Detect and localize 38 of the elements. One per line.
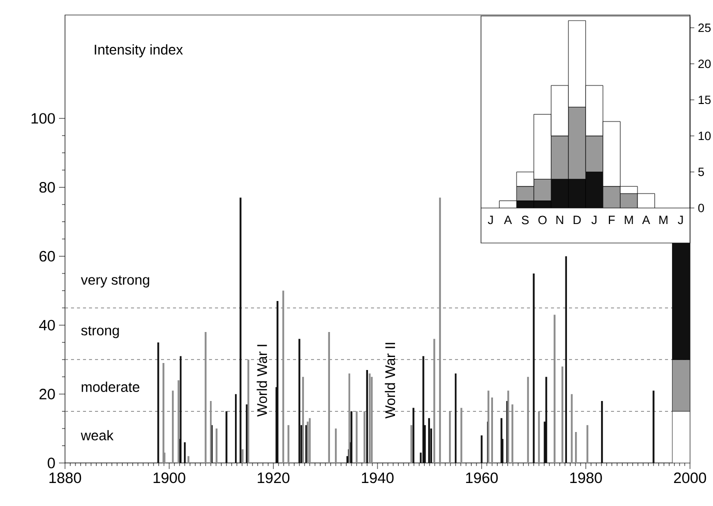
x-tick-label: 1960	[466, 472, 498, 484]
y-tick-label: 40	[39, 320, 55, 330]
y-axis-title: Intensity index	[94, 44, 183, 58]
x-tick-label: M	[659, 216, 668, 224]
x-tick-label: N	[556, 216, 564, 224]
annotation: very strong	[80, 276, 150, 288]
x-tick-label: M	[624, 216, 633, 224]
x-tick-label: A	[504, 216, 512, 224]
annotation: World War I	[256, 344, 268, 417]
x-tick-label: F	[608, 216, 615, 224]
y-tick-label: 60	[40, 250, 55, 262]
annotation: moderate	[82, 382, 140, 392]
y-tick-label: 0	[48, 458, 55, 468]
x-tick-label: 1980	[570, 472, 602, 484]
x-tick-label: S	[522, 216, 529, 224]
y-tick-label: 80	[39, 182, 55, 193]
x-tick-label: 1940	[362, 472, 394, 484]
x-tick-label: O	[538, 216, 547, 224]
y-tick-label: 5	[698, 168, 704, 176]
x-tick-label: J	[591, 216, 596, 224]
annotation: strong	[81, 326, 119, 338]
x-tick-label: A	[642, 216, 650, 224]
y-tick-label: 100	[32, 113, 55, 124]
y-tick-label: 25	[698, 24, 711, 32]
x-tick-label: J	[488, 216, 493, 224]
y-tick-label: 0	[698, 204, 704, 212]
y-tick-label: 20	[40, 388, 55, 400]
y-tick-label: 20	[698, 60, 711, 68]
x-tick-label: 1920	[258, 472, 290, 484]
annotation: World War II	[384, 342, 396, 419]
annotation: weak	[80, 430, 114, 440]
x-tick-label: 1880	[49, 472, 82, 484]
x-tick-label: J	[678, 216, 683, 224]
x-tick-label: 1900	[154, 472, 186, 484]
y-tick-label: 10	[698, 132, 711, 140]
y-tick-label: 15	[698, 96, 711, 104]
x-tick-label: D	[574, 216, 581, 224]
x-tick-label: 2000	[674, 472, 706, 484]
